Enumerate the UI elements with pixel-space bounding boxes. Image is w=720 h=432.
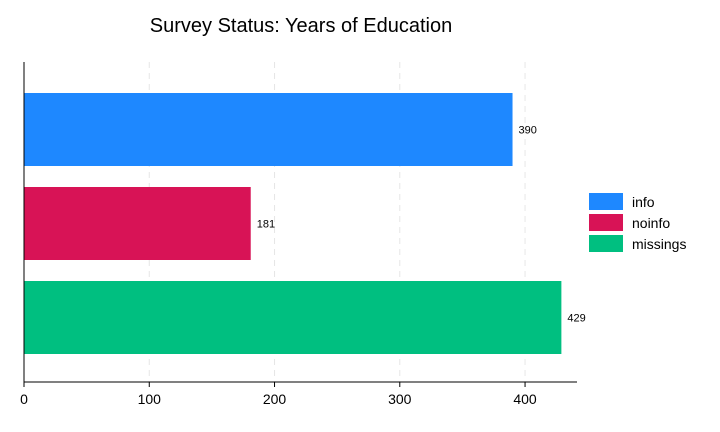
x-tick-label-0: 0 (20, 391, 28, 407)
bars-group (24, 93, 562, 354)
bar-info (24, 93, 513, 166)
x-tick-label-400: 400 (513, 391, 537, 407)
data-labels-group: 390 181 429 (257, 125, 586, 325)
bar-missings (24, 281, 562, 354)
data-label-missings: 429 (567, 313, 585, 325)
legend-swatch-info (589, 193, 623, 210)
x-ticks-group: 0 100 200 300 400 (20, 382, 537, 407)
legend-label-missings: missings (632, 236, 686, 252)
data-label-info: 390 (519, 125, 537, 137)
x-tick-label-300: 300 (388, 391, 412, 407)
chart-title: Survey Status: Years of Education (150, 15, 452, 37)
x-tick-label-200: 200 (263, 391, 287, 407)
legend: info noinfo missings (589, 193, 686, 252)
legend-swatch-noinfo (589, 214, 623, 231)
data-label-noinfo: 181 (257, 219, 275, 231)
bar-noinfo (24, 187, 251, 260)
legend-label-noinfo: noinfo (632, 215, 670, 231)
x-tick-label-100: 100 (138, 391, 162, 407)
legend-label-info: info (632, 194, 655, 210)
legend-swatch-missings (589, 235, 623, 252)
